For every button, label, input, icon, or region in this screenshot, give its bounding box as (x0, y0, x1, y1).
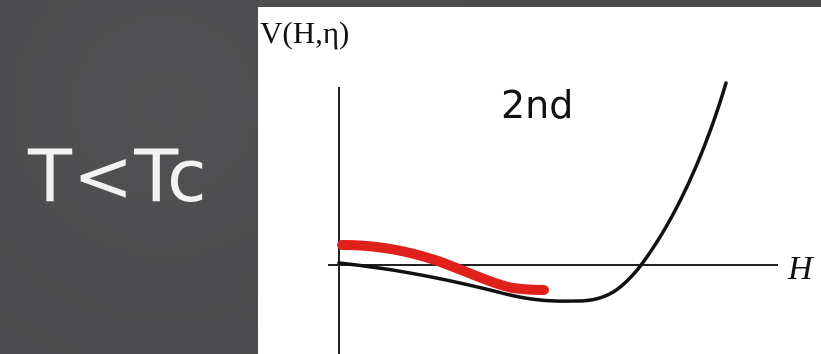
potential-curve (337, 81, 728, 303)
potential-diagram: V(H,η) H 2nd (258, 7, 821, 354)
x-axis-label: H (787, 250, 815, 287)
slide-label: T<Tc (28, 134, 208, 218)
transition-order-label: 2nd (501, 83, 573, 127)
highlight-curve (337, 240, 549, 295)
potential-plot: V(H,η) H 2nd (260, 15, 815, 354)
y-axis-label: V(H,η) (260, 15, 349, 50)
